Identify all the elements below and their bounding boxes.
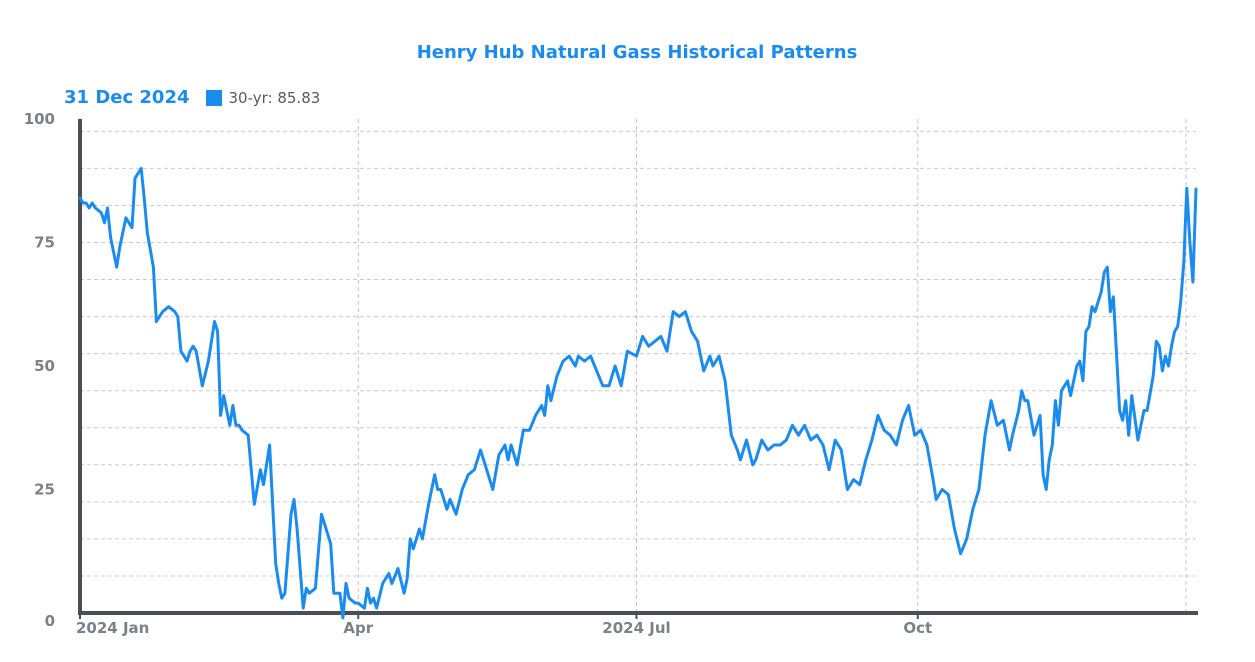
x-tick-label: 2024 Jul bbox=[602, 619, 670, 637]
y-tick-labels: 0 25 50 75 100 bbox=[24, 110, 55, 630]
series-line-30-yr bbox=[78, 166, 1198, 620]
legend-date: 31 Dec 2024 bbox=[64, 87, 190, 108]
x-tick-label: Apr bbox=[343, 619, 373, 637]
x-tick-label: 2024 Jan bbox=[76, 619, 149, 637]
grid-lines bbox=[80, 119, 1196, 613]
chart-legend: 31 Dec 2024 30-yr: 85.83 bbox=[64, 87, 320, 108]
y-tick-label: 50 bbox=[34, 357, 55, 375]
y-tick-label: 75 bbox=[34, 234, 55, 252]
y-tick-label: 0 bbox=[45, 612, 55, 630]
y-tick-label: 25 bbox=[34, 481, 55, 499]
x-tick-label: Oct bbox=[903, 619, 932, 637]
chart-title: Henry Hub Natural Gass Historical Patter… bbox=[416, 42, 858, 63]
legend-label: 30-yr: 85.83 bbox=[228, 88, 321, 107]
x-tick-labels: 2024 Jan Apr 2024 Jul Oct bbox=[76, 613, 932, 637]
legend-swatch bbox=[205, 89, 222, 106]
y-tick-label: 100 bbox=[24, 110, 55, 128]
